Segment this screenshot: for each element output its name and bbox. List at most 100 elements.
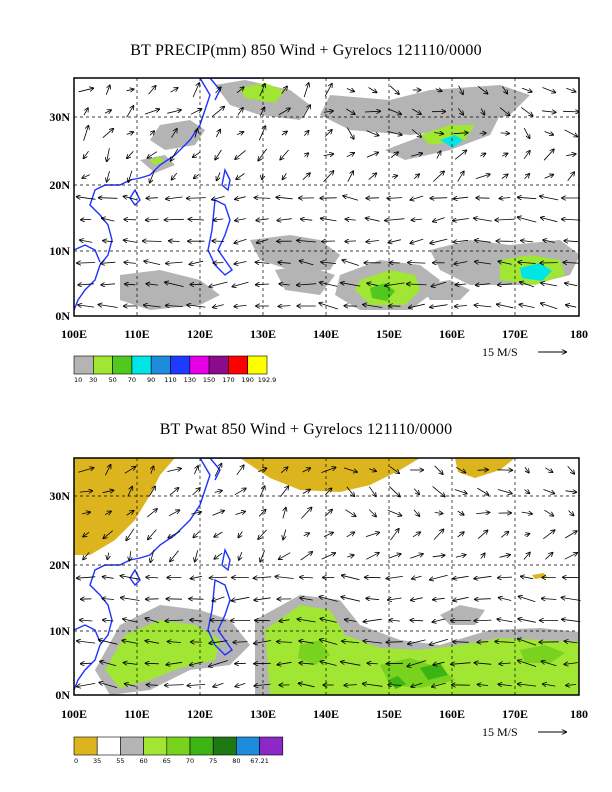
wind-vector-arrow-icon xyxy=(368,509,376,517)
colorbar-label: 80 xyxy=(232,757,240,765)
wind-vector-arrow-icon xyxy=(430,638,449,644)
wind-vector-arrow-icon xyxy=(281,131,287,135)
wind-vector-arrow-icon xyxy=(234,305,247,306)
wind-vector-arrow-icon xyxy=(77,263,96,264)
wind-vector-arrow-icon xyxy=(544,509,554,516)
wind-vector-arrow-icon xyxy=(346,127,354,139)
colorbar-swatch xyxy=(228,355,248,375)
wind-vector-arrow-icon xyxy=(301,219,313,220)
wind-vector-arrow-icon xyxy=(302,105,311,119)
colorbar-label: 150 xyxy=(203,376,215,384)
wind-vector-arrow-icon xyxy=(519,596,536,603)
wind-vector-arrow-icon xyxy=(171,129,177,138)
wind-vector-arrow-icon xyxy=(78,468,93,473)
x-tick: 160E xyxy=(439,707,465,721)
wind-vector-arrow-icon xyxy=(368,87,377,93)
wind-vector-arrow-icon xyxy=(214,531,223,537)
colorbar-swatch xyxy=(208,355,229,375)
wind-vector-arrow-icon xyxy=(567,465,575,474)
wind-vector-arrow-icon xyxy=(234,488,246,496)
x-tick: 160E xyxy=(439,327,465,341)
wind-vector-arrow-icon xyxy=(564,129,578,137)
wind-vector-arrow-icon xyxy=(169,488,179,496)
wind-vector-arrow-icon xyxy=(193,531,200,538)
wind-vector-arrow-icon xyxy=(257,239,269,243)
wind-vector-arrow-icon xyxy=(523,151,530,160)
wind-vector-arrow-icon xyxy=(127,151,134,158)
wind-vector-arrow-icon xyxy=(78,88,94,93)
wind-vector-arrow-icon xyxy=(346,532,355,538)
wind-vector-arrow-icon xyxy=(500,532,508,538)
wind-vector-arrow-icon xyxy=(363,684,383,687)
colorbar-swatch xyxy=(131,355,152,375)
wind-vector-arrow-icon xyxy=(300,261,314,266)
wind-vector-arrow-icon xyxy=(457,511,464,515)
colorbar-swatch xyxy=(143,736,168,756)
wind-vector-arrow-icon xyxy=(209,660,228,667)
x-tick: 180 xyxy=(570,327,588,341)
wind-vector-arrow-icon xyxy=(84,150,89,158)
wind-vector-arrow-icon xyxy=(385,219,405,221)
wind-vector-arrow-icon xyxy=(495,642,515,643)
wind-vector-arrow-icon xyxy=(80,620,93,621)
wind-vector-arrow-icon xyxy=(566,685,577,686)
wind-vector-arrow-icon xyxy=(518,619,536,623)
reference-vector-label: 15 M/S xyxy=(482,725,518,739)
wind-vector-arrow-icon xyxy=(499,107,510,116)
colorbar-swatch xyxy=(96,736,121,756)
wind-vector-arrow-icon xyxy=(367,283,379,286)
wind-vector-arrow-icon xyxy=(217,172,221,180)
wind-vector-arrow-icon xyxy=(541,218,558,223)
wind-vector-arrow-icon xyxy=(305,153,309,156)
wind-vector-arrow-icon xyxy=(126,106,134,118)
x-tick: 100E xyxy=(61,327,87,341)
wind-vector-arrow-icon xyxy=(190,109,202,115)
wind-vector-arrow-icon xyxy=(188,219,205,220)
colorbar-swatch xyxy=(170,355,191,375)
wind-vector-arrow-icon xyxy=(389,85,399,94)
wind-vector-arrow-icon xyxy=(210,577,228,578)
colorbar-swatch xyxy=(236,736,260,756)
wind-vector-arrow-icon xyxy=(321,553,336,560)
wind-vector-arrow-icon xyxy=(277,642,292,643)
wind-vector-arrow-icon xyxy=(121,598,140,601)
wind-vector-arrow-icon xyxy=(411,598,423,601)
colorbar-label: 110 xyxy=(164,376,176,384)
wind-vector-arrow-icon xyxy=(190,661,203,665)
wind-vector-arrow-icon xyxy=(455,466,465,472)
wind-vector-arrow-icon xyxy=(213,305,224,308)
wind-vector-arrow-icon xyxy=(107,148,110,161)
wind-vector-arrow-icon xyxy=(343,196,359,201)
wind-vector-arrow-icon xyxy=(518,197,537,198)
wind-vector-arrow-icon xyxy=(192,488,200,496)
colorbar-swatch xyxy=(247,355,268,375)
wind-vector-arrow-icon xyxy=(77,641,96,643)
wind-vector-arrow-icon xyxy=(148,486,155,497)
wind-vector-arrow-icon xyxy=(366,152,378,158)
x-tick: 180 xyxy=(570,707,588,721)
colorbar-swatch xyxy=(189,736,214,756)
wind-vector-arrow-icon xyxy=(523,127,529,138)
colorbar-label: 35 xyxy=(93,757,101,765)
colorbar-label: 30 xyxy=(89,376,97,384)
wind-vector-arrow-icon xyxy=(341,662,361,666)
wind-vector-arrow-icon xyxy=(345,219,356,220)
wind-vector-arrow-icon xyxy=(454,150,466,160)
wind-vector-arrow-icon xyxy=(259,84,265,97)
wind-vector-arrow-icon xyxy=(432,618,446,622)
wind-vector-arrow-icon xyxy=(434,513,443,514)
wind-vector-arrow-icon xyxy=(190,620,203,621)
wind-vector-arrow-icon xyxy=(411,129,421,137)
wind-vector-arrow-icon xyxy=(213,219,224,220)
wind-vector-arrow-icon xyxy=(321,218,337,221)
wind-vector-arrow-icon xyxy=(255,262,270,263)
wind-vector-arrow-icon xyxy=(280,149,289,160)
wind-vector-arrow-icon xyxy=(518,661,537,667)
panel2-colorbar: 0 35 55 60 65 70 75 80 67.21 xyxy=(73,736,284,765)
wind-vector-arrow-icon xyxy=(300,577,314,578)
wind-vector-arrow-icon xyxy=(127,487,132,497)
wind-vector-arrow-icon xyxy=(410,620,424,621)
wind-vector-arrow-icon xyxy=(172,172,178,180)
wind-vector-arrow-icon xyxy=(300,552,313,561)
wind-vector-arrow-icon xyxy=(455,306,468,307)
